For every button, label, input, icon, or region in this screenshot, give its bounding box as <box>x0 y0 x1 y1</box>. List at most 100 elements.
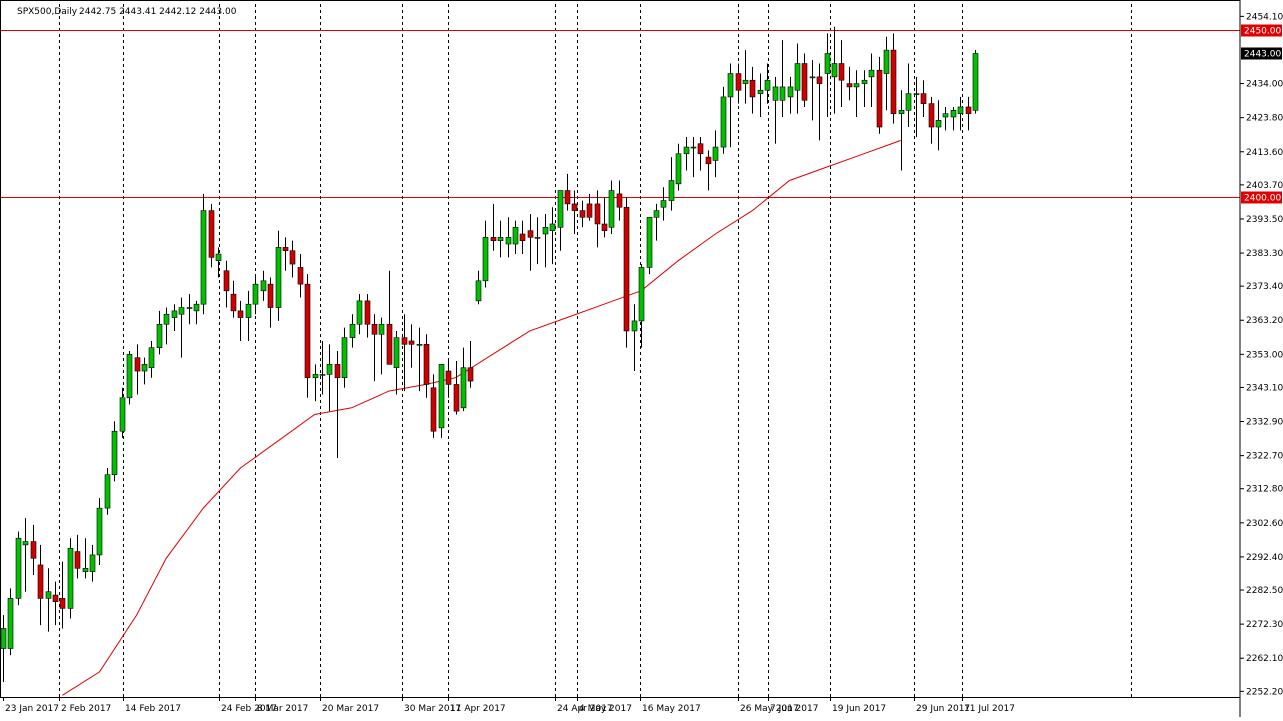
candle-body-bull <box>943 114 948 117</box>
y-tick-label: 2393.50 <box>1246 215 1283 225</box>
candle-body-bull <box>854 84 859 87</box>
candle-body-bull <box>550 224 555 231</box>
candle-body-bull <box>357 301 362 324</box>
candle-body-bull <box>350 324 355 337</box>
candle-body-bull <box>179 308 184 315</box>
y-tick-label: 2322.70 <box>1246 452 1283 462</box>
candle-body-bull <box>313 374 318 377</box>
candle-body-bull <box>476 281 481 301</box>
candle-body-bull <box>394 338 399 368</box>
candle-body-bear <box>595 204 600 224</box>
candle <box>16 532 21 606</box>
candle-body-bull <box>869 70 874 77</box>
y-tick-label: 2454.10 <box>1246 12 1283 22</box>
candle-body-bull <box>676 154 681 184</box>
candle-body-bull <box>758 90 763 93</box>
candle-body-bear <box>921 94 926 104</box>
candle-body-bull <box>498 237 503 240</box>
candle <box>68 538 73 618</box>
y-tick-label: 2312.80 <box>1246 485 1283 495</box>
candle-body-bull <box>23 542 28 545</box>
candle-body-bull <box>609 191 614 228</box>
candle-body-bear <box>409 341 414 344</box>
candle-body-bull <box>379 324 384 334</box>
chart-header: SPX500,Daily 2442.75 2443.41 2442.12 244… <box>17 7 237 17</box>
candle-body-bull <box>684 147 689 154</box>
x-tick-label: 29 Jun 2017 <box>916 704 970 714</box>
candle-body-bull <box>884 50 889 73</box>
candle-body-bear <box>238 311 243 318</box>
candle-body-bull <box>149 348 154 368</box>
candle-body-bull <box>105 475 110 508</box>
candle-body-bear <box>454 384 459 411</box>
candle-body-bear <box>839 64 844 81</box>
candle-body-bull <box>973 53 978 110</box>
candle-body-bull <box>327 364 332 374</box>
y-tick-label: 2363.20 <box>1246 316 1283 326</box>
candle-body-bull <box>780 87 785 100</box>
candle-body-bull <box>246 304 251 317</box>
candle-body-bull <box>951 110 956 117</box>
y-tick-label: 2434.00 <box>1246 80 1283 90</box>
x-tick-label: 7 Jun 2017 <box>770 704 818 714</box>
candle-body-bull <box>216 254 221 261</box>
candle <box>201 194 206 314</box>
candle-body-bull <box>654 211 659 218</box>
y-tick-label: 2383.30 <box>1246 249 1283 259</box>
y-tick-label: 2353.00 <box>1246 350 1283 360</box>
candle-body-bear <box>75 552 80 569</box>
candle-body-bull <box>439 364 444 428</box>
candle <box>105 468 110 515</box>
candle-body-bear <box>491 237 496 240</box>
candle-body-bull <box>261 281 266 291</box>
candle-body-bull <box>558 191 563 228</box>
candle-body-bear <box>565 191 570 204</box>
candle-body-bull <box>765 80 770 90</box>
current-price-label: 2443.00 <box>1244 50 1281 60</box>
candle-body-bear <box>424 344 429 384</box>
candle <box>973 50 978 114</box>
candle-body-bull <box>187 308 192 309</box>
candle-body-bear <box>31 542 36 559</box>
candle-body-bear <box>431 388 436 431</box>
candle-body-bull <box>157 324 162 347</box>
candle-body-bull <box>647 217 652 267</box>
candle-body-bull <box>639 267 644 320</box>
x-tick-label: 19 Jun 2017 <box>832 704 886 714</box>
candle-body-bull <box>721 97 726 147</box>
candle-body-bear <box>468 368 473 381</box>
x-tick-label: 4 May 2017 <box>579 704 632 714</box>
candle <box>97 498 102 565</box>
candle-body-bear <box>520 234 525 241</box>
x-tick-label: 2 Feb 2017 <box>61 704 111 714</box>
candle-body-bear <box>387 324 392 364</box>
candle-body-bear <box>365 301 370 324</box>
candle-body-bear <box>617 194 622 207</box>
candle-body-bull <box>120 398 125 431</box>
y-tick-label: 2282.50 <box>1246 586 1283 596</box>
candle-body-bull <box>127 354 132 397</box>
x-tick-label: 14 Feb 2017 <box>125 704 181 714</box>
candle-body-bear <box>402 338 407 345</box>
candle-body-bull <box>8 598 13 648</box>
candle-body-bear <box>802 64 807 101</box>
y-tick-label: 2332.90 <box>1246 418 1283 428</box>
candle-body-bull <box>417 344 422 345</box>
candle-body-bear <box>572 204 577 211</box>
candle-body-bear <box>372 324 377 334</box>
candle-body-bull <box>1 628 6 648</box>
candle-body-bull <box>142 364 147 371</box>
y-tick-label: 2343.10 <box>1246 383 1283 393</box>
candle-body-bull <box>914 94 919 95</box>
candle-body-bear <box>446 371 451 384</box>
candle-body-bull <box>483 237 488 280</box>
y-tick-label: 2252.20 <box>1246 687 1283 697</box>
candle <box>8 588 13 655</box>
candle-body-bear <box>736 74 741 91</box>
candle-body-bull <box>46 592 51 599</box>
candle-body-bear <box>283 247 288 250</box>
candle <box>721 87 726 154</box>
candle-body-bull <box>68 548 73 608</box>
